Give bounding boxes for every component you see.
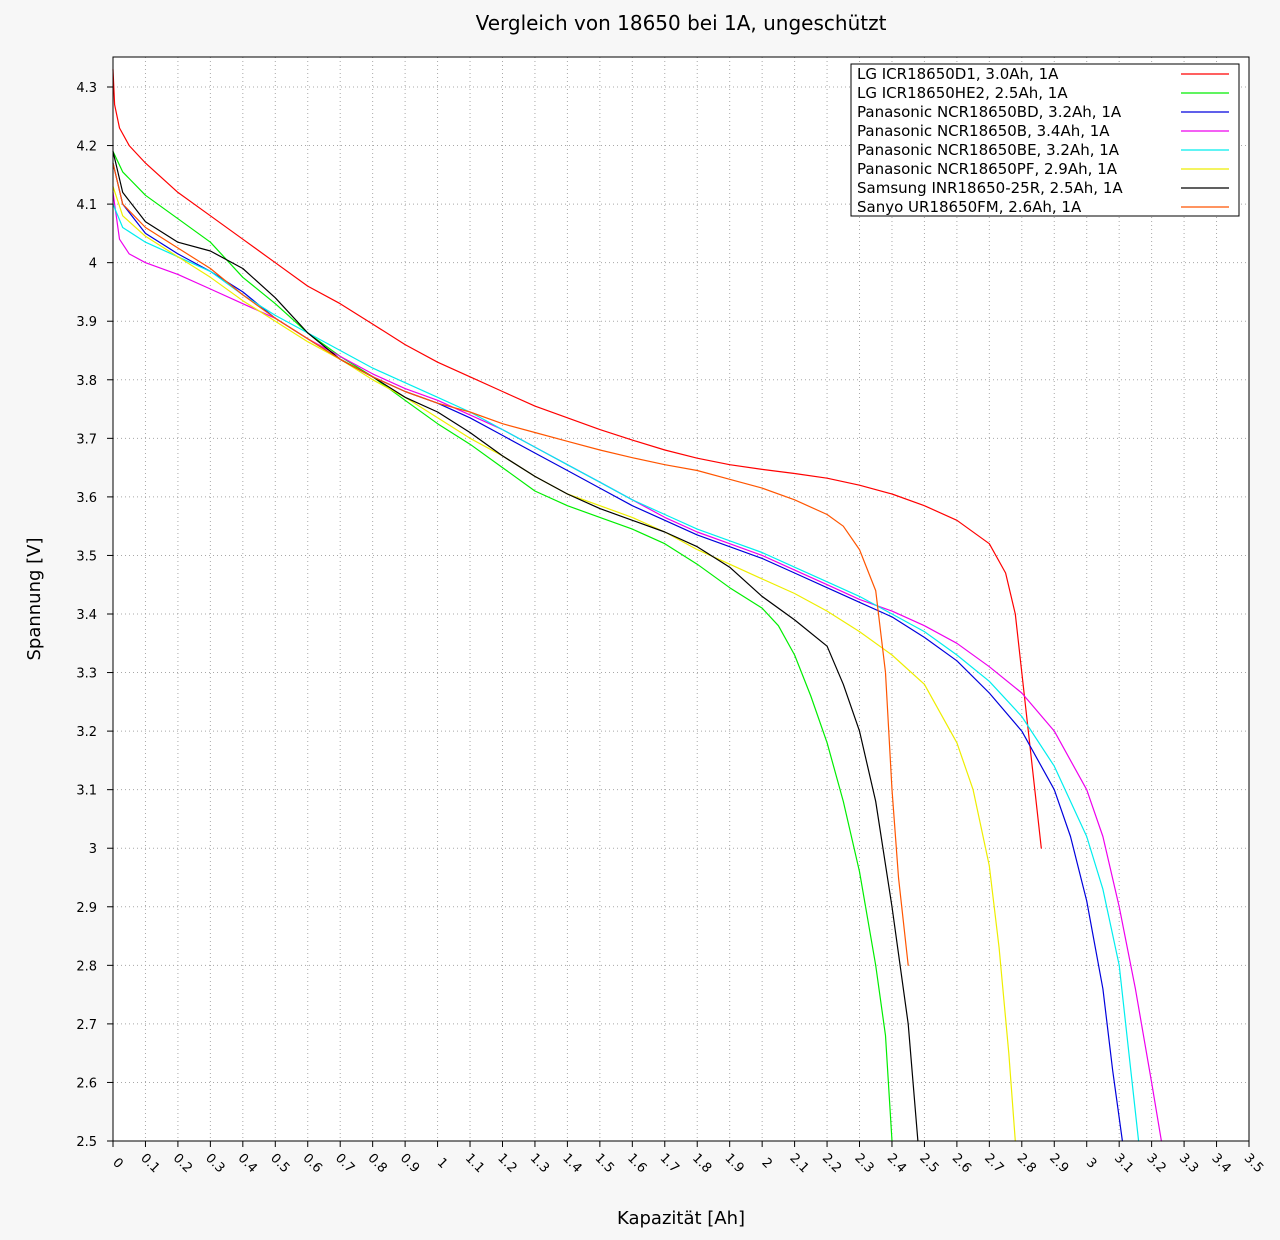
series-line-5 [112,203,1140,1142]
y-tick-label: 4.2 [76,140,97,155]
grid [113,57,1249,1141]
series-line-8 [112,162,909,966]
y-tick-label: 2.9 [76,901,97,916]
y-tick-label: 4.3 [76,81,97,96]
legend-label: Panasonic NCR18650BD, 3.2Ah, 1A [857,103,1122,121]
legend-label: Panasonic NCR18650PF, 2.9Ah, 1A [857,160,1118,178]
y-tick-label: 3.1 [76,784,97,799]
y-tick-label: 3.6 [76,491,97,506]
y-tick-label: 4.1 [76,198,97,213]
legend-label: Panasonic NCR18650BE, 3.2Ah, 1A [857,141,1120,159]
y-tick-label: 2.8 [76,959,97,974]
y-tick-label: 2.5 [76,1135,97,1150]
legend-label: Panasonic NCR18650B, 3.4Ah, 1A [857,122,1110,140]
series-line-1 [112,68,1042,849]
series-line-4 [112,191,1163,1142]
series-line-6 [112,185,1016,1142]
y-tick-label: 3.8 [76,374,97,389]
y-tick-label: 3.2 [76,725,97,740]
plot-area [113,57,1249,1141]
x-axis-title: Kapazität [Ah] [617,1208,745,1229]
legend-label: LG ICR18650D1, 3.0Ah, 1A [857,65,1059,83]
y-tick-label: 3 [89,842,97,857]
series-line-7 [112,150,919,1142]
chart-title: Vergleich von 18650 bei 1A, ungeschützt [476,11,887,35]
series-line-2 [112,150,893,1142]
plot-frame [112,56,1250,1142]
y-tick-label: 2.6 [76,1076,97,1091]
legend-label: Sanyo UR18650FM, 2.6Ah, 1A [857,198,1082,216]
legend-box [850,63,1240,217]
y-axis-title: Spannung [V] [24,537,45,660]
y-tick-label: 3.9 [76,315,97,330]
y-tick-label: 4 [89,257,97,272]
legend-label: LG ICR18650HE2, 2.5Ah, 1A [857,84,1068,102]
y-tick-label: 2.7 [76,1018,97,1033]
legend-label: Samsung INR18650-25R, 2.5Ah, 1A [857,179,1123,197]
y-tick-label: 3.4 [76,608,97,623]
y-tick-label: 3.5 [76,549,97,564]
y-tick-label: 3.3 [76,667,97,682]
series-lines [112,68,1163,1142]
y-tick-label: 3.7 [76,432,97,447]
